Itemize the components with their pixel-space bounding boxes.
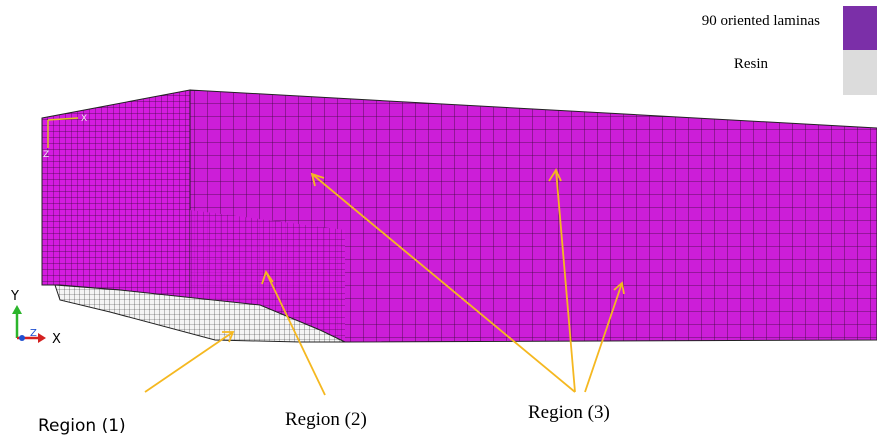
mesh-left (42, 90, 190, 300)
legend-swatch (843, 6, 877, 50)
triad-z (19, 335, 25, 341)
triad-z-label: Z (30, 328, 37, 339)
triad-x-head (38, 333, 46, 343)
local-z-label: Z (43, 150, 49, 160)
region-label: Region (2) (285, 409, 367, 430)
region-label: Region (3) (528, 402, 610, 423)
figure: X Z 90 oriented laminas Resin Y Z X Regi… (0, 0, 877, 437)
legend-label: 90 oriented laminas (702, 13, 820, 29)
triad-y-label: Y (10, 289, 19, 304)
legend-label: Resin (734, 56, 769, 72)
legend-swatch (843, 50, 877, 95)
triad-y-head (12, 305, 22, 314)
callout-arrow (145, 332, 233, 392)
region-label: Region (1) (38, 416, 126, 436)
local-x-label: X (81, 114, 87, 124)
triad-x-label: X (52, 332, 61, 347)
